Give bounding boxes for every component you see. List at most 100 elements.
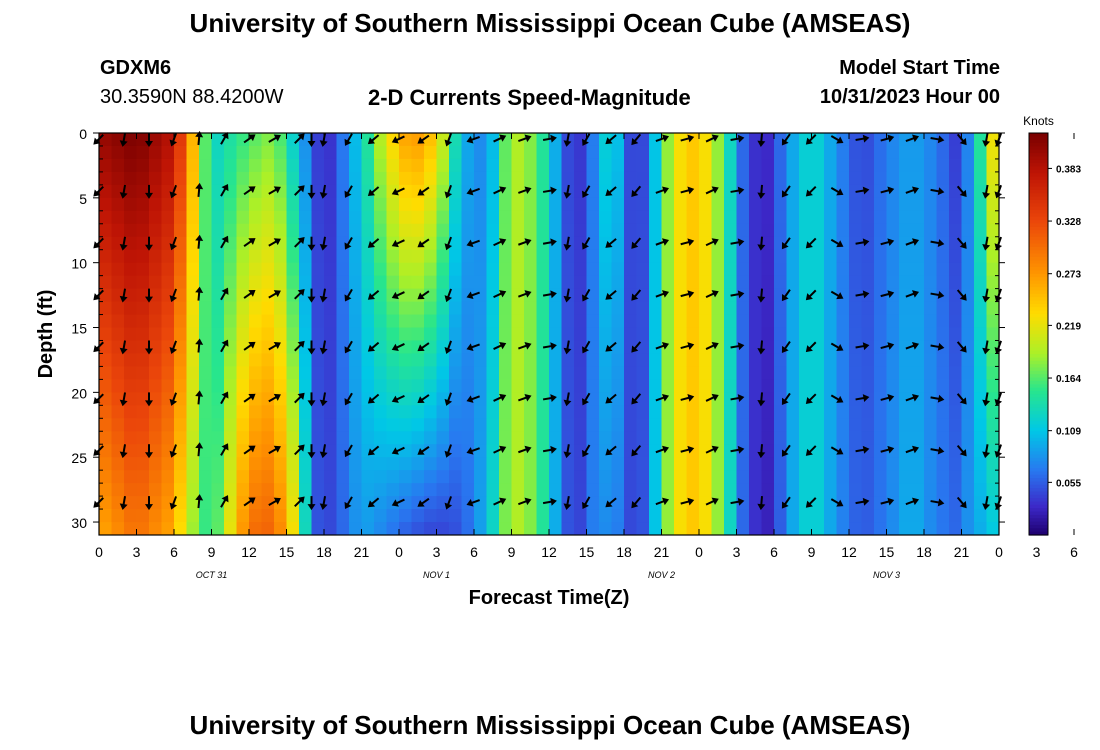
heatmap-cell bbox=[886, 197, 900, 212]
heatmap-cell bbox=[374, 340, 388, 355]
heatmap-cell bbox=[124, 327, 138, 342]
heatmap-cell bbox=[949, 457, 963, 471]
heatmap-cell bbox=[636, 522, 650, 535]
heatmap-cell bbox=[636, 483, 650, 497]
heatmap-cell bbox=[924, 133, 938, 147]
current-arrow bbox=[268, 445, 281, 455]
heatmap-cell bbox=[449, 444, 463, 458]
heatmap-cell bbox=[974, 431, 988, 445]
heatmap-cell bbox=[399, 249, 413, 264]
heatmap-cell bbox=[724, 366, 738, 380]
heatmap-cell bbox=[161, 171, 175, 186]
heatmap-cell bbox=[636, 223, 650, 238]
current-arrow bbox=[930, 239, 945, 247]
current-arrow bbox=[982, 444, 991, 459]
heatmap-cell bbox=[286, 353, 300, 368]
heatmap-cell bbox=[224, 457, 238, 471]
heatmap-cell bbox=[786, 509, 800, 523]
colorbar-segment bbox=[1029, 364, 1048, 369]
heatmap-cell bbox=[624, 223, 638, 238]
heatmap-cell bbox=[711, 197, 725, 212]
heatmap-cell bbox=[149, 457, 163, 471]
heatmap-cell bbox=[124, 314, 138, 329]
heatmap-cell bbox=[474, 509, 488, 523]
heatmap-cell bbox=[136, 133, 150, 147]
heatmap-cell bbox=[399, 184, 413, 199]
heatmap-cell bbox=[424, 197, 438, 212]
current-arrow bbox=[367, 289, 380, 300]
heatmap-cell bbox=[111, 275, 125, 290]
heatmap-cell bbox=[449, 184, 463, 199]
current-arrow bbox=[956, 341, 967, 353]
x-tick-label: 21 bbox=[354, 544, 370, 560]
heatmap-cell bbox=[549, 210, 563, 225]
heatmap-cell bbox=[224, 418, 238, 432]
heatmap-cell bbox=[724, 145, 738, 160]
current-arrow bbox=[518, 290, 532, 298]
heatmap-cell bbox=[161, 275, 175, 290]
heatmap-cell bbox=[586, 210, 600, 225]
heatmap-cell bbox=[836, 327, 850, 342]
heatmap-cell bbox=[624, 301, 638, 316]
current-arrow bbox=[268, 393, 281, 403]
heatmap-cell bbox=[749, 418, 763, 432]
heatmap-cell bbox=[699, 210, 713, 225]
current-arrow bbox=[655, 445, 670, 454]
heatmap-cell bbox=[524, 171, 538, 186]
heatmap-cell bbox=[436, 470, 450, 484]
date-label: NOV 1 bbox=[423, 570, 450, 580]
heatmap-cell bbox=[136, 236, 150, 251]
current-arrow bbox=[367, 341, 380, 352]
heatmap-cell bbox=[761, 184, 775, 199]
heatmap-cell bbox=[811, 366, 825, 380]
heatmap-cell bbox=[261, 301, 275, 316]
heatmap-cell bbox=[236, 210, 250, 225]
x-tick-label: 6 bbox=[470, 544, 478, 560]
heatmap-cell bbox=[874, 314, 888, 329]
current-arrow bbox=[195, 131, 204, 146]
current-arrow bbox=[542, 445, 557, 454]
heatmap-cell bbox=[299, 470, 313, 484]
heatmap-cell bbox=[774, 171, 788, 186]
heatmap-cell bbox=[249, 223, 263, 238]
heatmap-cell bbox=[549, 145, 563, 160]
current-arrow bbox=[805, 134, 817, 145]
heatmap-cell bbox=[636, 236, 650, 251]
current-arrow bbox=[655, 186, 670, 194]
heatmap-cell bbox=[911, 262, 925, 277]
heatmap-cell bbox=[536, 457, 550, 471]
heatmap-cell bbox=[649, 236, 663, 251]
heatmap-cell bbox=[974, 301, 988, 316]
heatmap-cell bbox=[524, 262, 538, 277]
heatmap-cell bbox=[861, 249, 875, 264]
heatmap-cell bbox=[399, 301, 413, 316]
heatmap-cell bbox=[449, 405, 463, 419]
heatmap-cell bbox=[211, 353, 225, 368]
heatmap-cell bbox=[949, 236, 963, 251]
heatmap-cell bbox=[436, 171, 450, 186]
heatmap-cell bbox=[874, 171, 888, 186]
heatmap-cell bbox=[99, 457, 113, 471]
heatmap-cell bbox=[736, 327, 750, 342]
heatmap-cell bbox=[524, 301, 538, 316]
heatmap-cell bbox=[786, 496, 800, 510]
heatmap-cell bbox=[686, 301, 700, 316]
heatmap-cell bbox=[736, 483, 750, 497]
heatmap-cell bbox=[949, 353, 963, 368]
heatmap-cell bbox=[624, 379, 638, 393]
heatmap-cell bbox=[536, 236, 550, 251]
heatmap-cell bbox=[961, 262, 975, 277]
x-tick-label: 3 bbox=[133, 544, 141, 560]
heatmap-cell bbox=[874, 431, 888, 445]
current-arrow bbox=[444, 392, 453, 406]
heatmap-cell bbox=[861, 522, 875, 535]
heatmap-cell bbox=[699, 171, 713, 186]
heatmap-cell bbox=[761, 197, 775, 212]
heatmap-cell bbox=[449, 236, 463, 251]
heatmap-cell bbox=[324, 249, 338, 264]
heatmap-cell bbox=[174, 496, 188, 510]
heatmap-cell bbox=[736, 379, 750, 393]
heatmap-cell bbox=[836, 210, 850, 225]
heatmap-cell bbox=[286, 171, 300, 186]
heatmap-cell bbox=[961, 418, 975, 432]
